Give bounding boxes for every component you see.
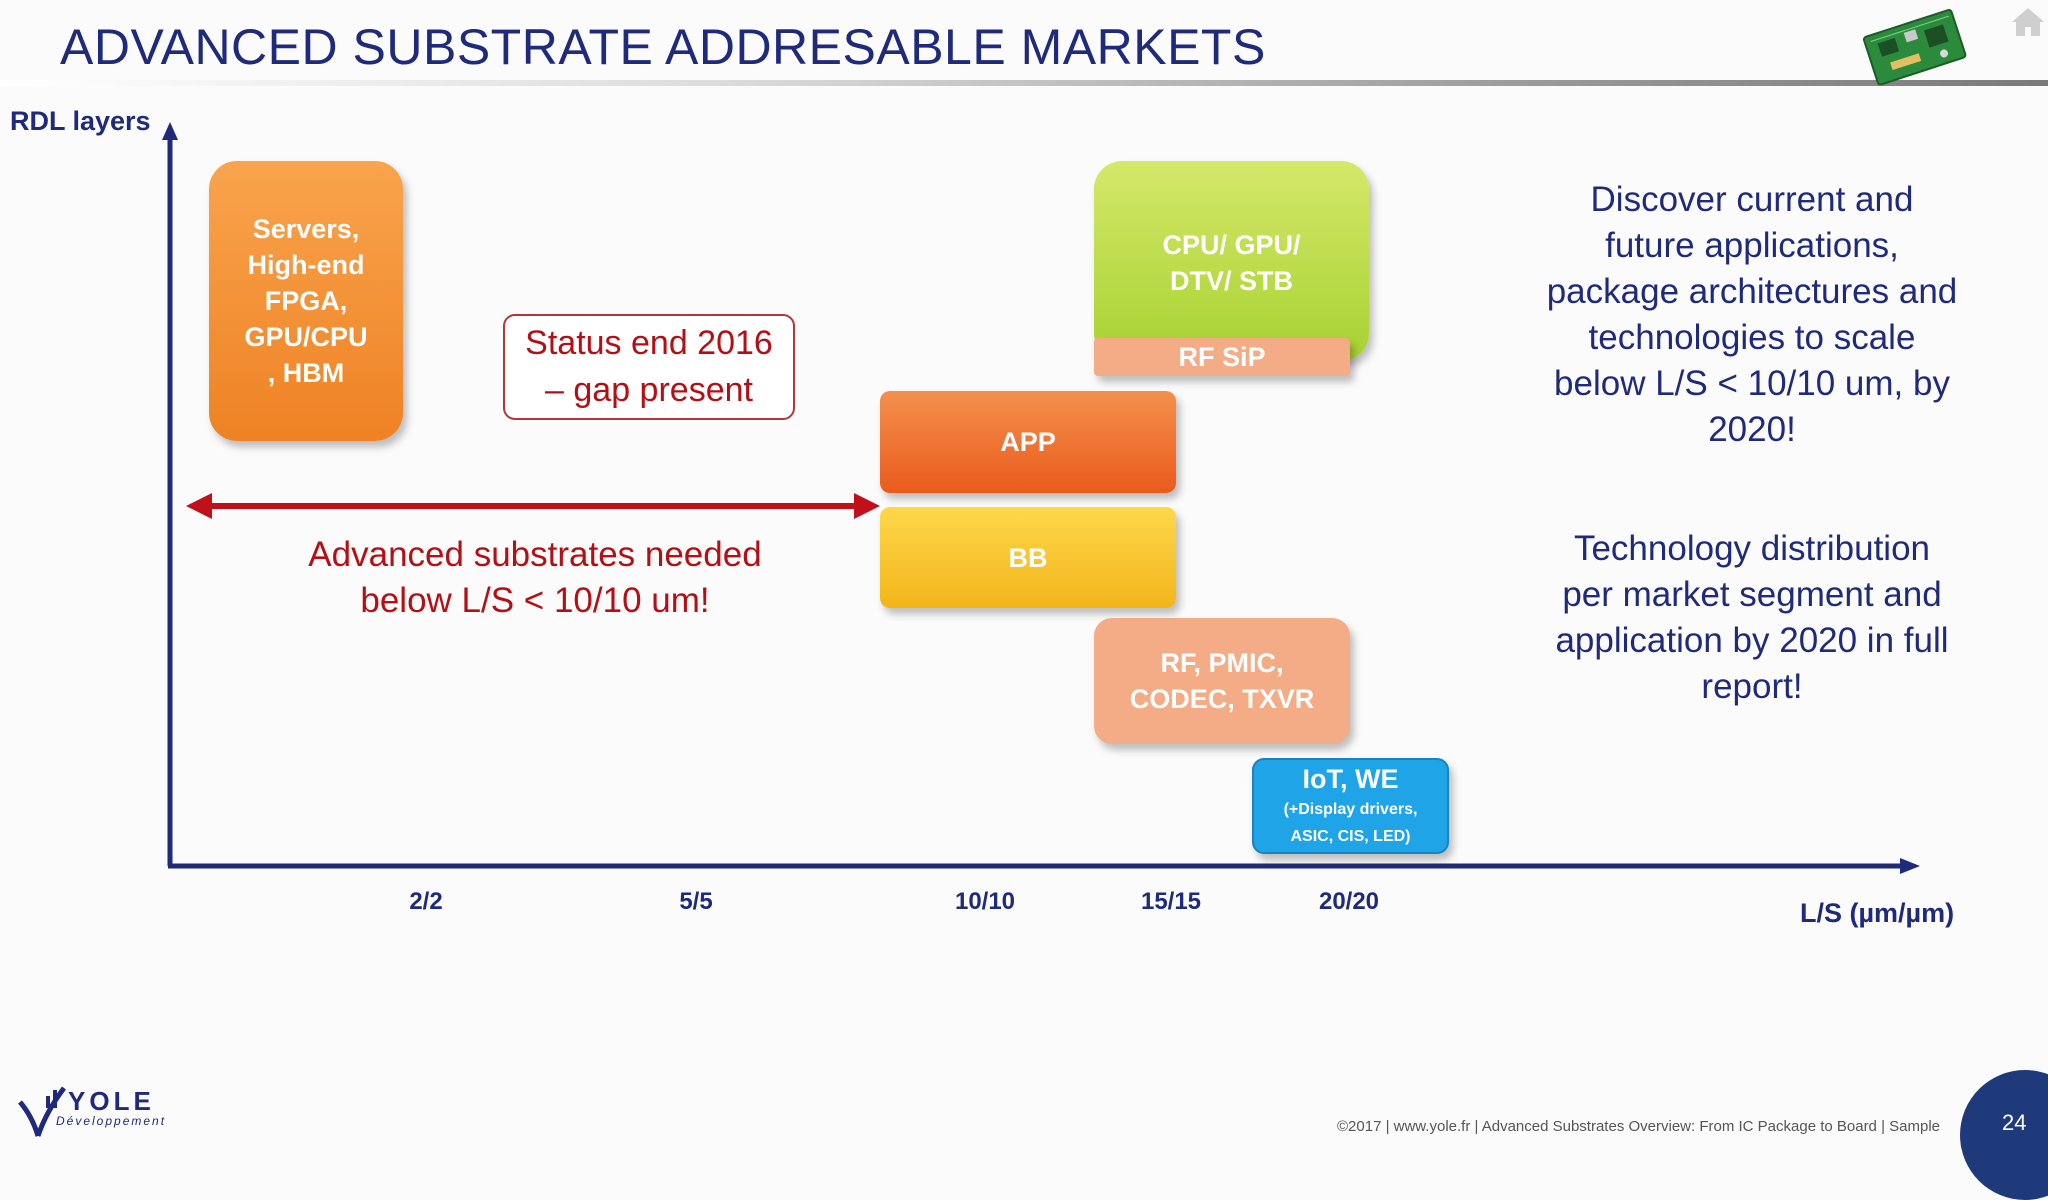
page-number: 24 — [2002, 1110, 2027, 1135]
substrates-needed-note: Advanced substrates needed below L/S < 1… — [308, 535, 762, 620]
x-tick-label: 20/20 — [1318, 888, 1380, 915]
segment-bb: BB — [880, 507, 1176, 608]
gap-arrow-left-head — [186, 493, 212, 519]
logo-name: YOLE — [68, 1086, 155, 1116]
y-axis-label: RDL layers — [10, 106, 151, 136]
x-tick-label: 2/2 — [409, 888, 443, 915]
segment-app: APP — [880, 391, 1176, 493]
segment-cpu-gpu: CPU/ GPU/ DTV/ STB — [1094, 161, 1369, 361]
x-axis-label: L/S (µm/µm) — [1800, 898, 1955, 928]
yole-logo-icon — [18, 1086, 67, 1137]
logo-tagline: Développement — [56, 1114, 167, 1128]
distribution-note: Technology distribution per market segme… — [1555, 529, 1949, 706]
title-rule — [0, 80, 2048, 86]
chart-axes — [162, 122, 1920, 874]
yole-logo: YOLE Développement — [16, 1076, 164, 1142]
segment-rf-sip: RF SiP — [1094, 338, 1350, 376]
discover-note: Discover current and future applications… — [1546, 180, 1958, 449]
x-tick-label: 10/10 — [954, 888, 1016, 915]
segment-servers: Servers, High-end FPGA, GPU/CPU , HBM — [209, 161, 403, 441]
x-axis-arrow — [1900, 858, 1920, 874]
x-tick-label: 15/15 — [1140, 888, 1202, 915]
pcb-board-icon — [1862, 9, 1967, 86]
page-title: ADVANCED SUBSTRATE ADDRESABLE MARKETS — [60, 19, 1266, 75]
y-axis-arrow — [162, 122, 178, 140]
segment-rf-pmic: RF, PMIC, CODEC, TXVR — [1094, 618, 1350, 744]
footer-text: ©2017 | www.yole.fr | Advanced Substrate… — [1336, 1118, 1940, 1135]
segment-iot: IoT, WE (+Display drivers, ASIC, CIS, LE… — [1252, 758, 1449, 854]
status-callout: Status end 2016 – gap present — [503, 314, 795, 420]
gap-arrow-right-head — [854, 493, 880, 519]
x-tick-label: 5/5 — [679, 888, 713, 915]
home-icon[interactable] — [2008, 2, 2048, 42]
